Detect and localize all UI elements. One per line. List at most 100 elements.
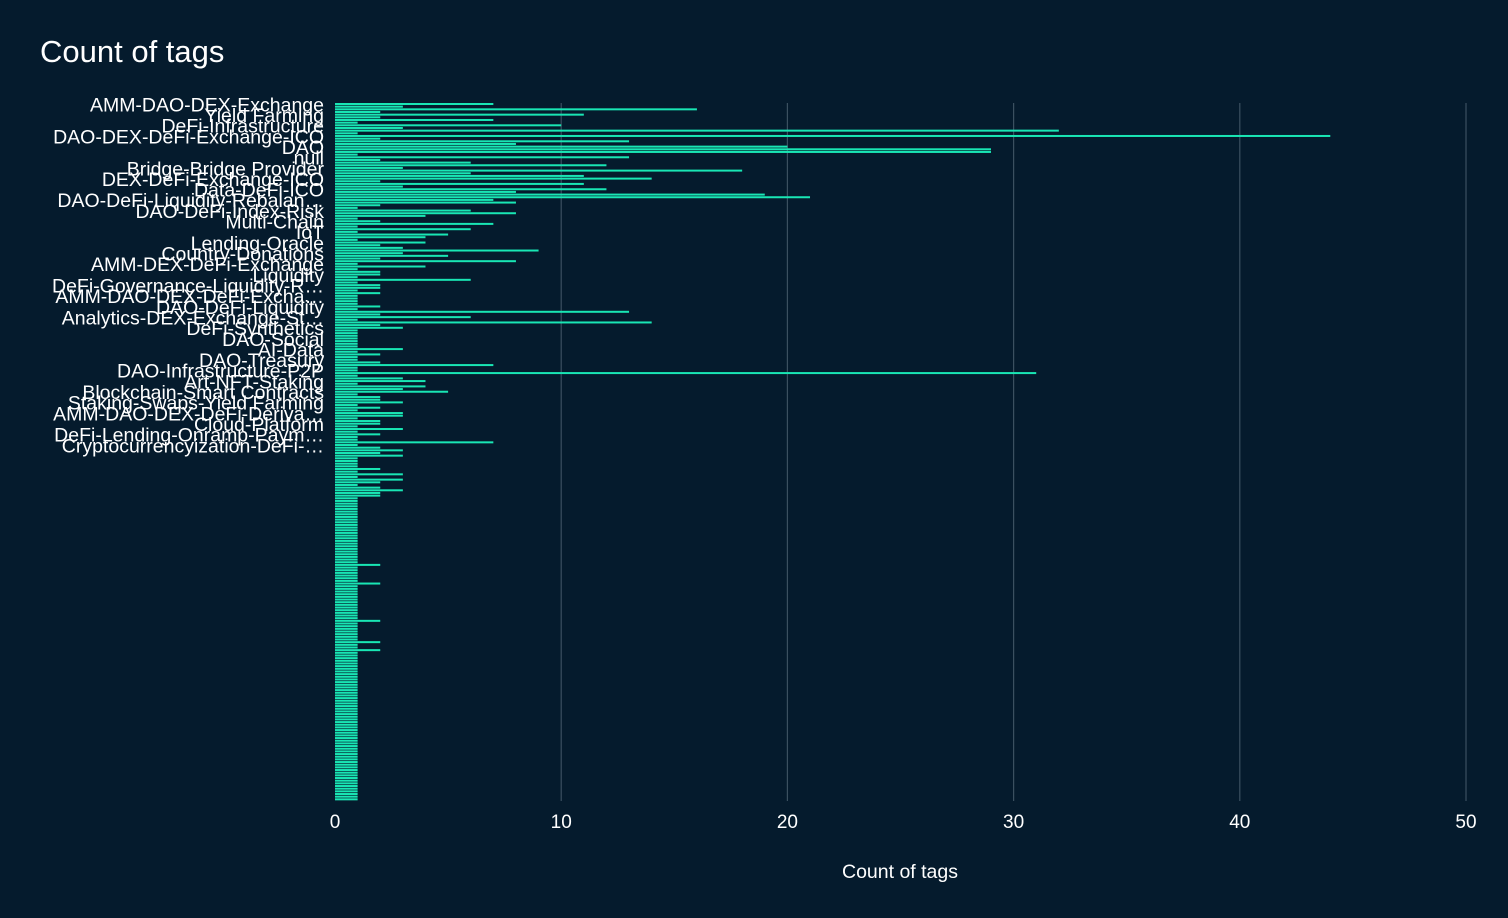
bar [335, 611, 358, 614]
bar [335, 425, 358, 428]
bar [335, 358, 358, 361]
bar [335, 417, 358, 420]
bar [335, 550, 358, 553]
bar [335, 185, 403, 188]
bar [335, 268, 358, 271]
bar [335, 531, 358, 534]
bar [335, 753, 358, 756]
bar [335, 587, 358, 590]
bar [335, 260, 516, 263]
bar [335, 513, 358, 516]
category-label: Analytics-DEX-Exchange-St… [62, 307, 324, 329]
bar [335, 150, 991, 153]
bar [335, 225, 358, 228]
bar [335, 539, 358, 542]
bar [335, 110, 381, 113]
category-label: DeFi-Infrastructure [161, 116, 324, 138]
bar [335, 193, 765, 196]
bar [335, 502, 358, 505]
bar [335, 438, 358, 441]
bar [335, 310, 630, 313]
category-label: AMM-DAO-DEX-DeFi-Deriva… [53, 403, 324, 425]
bar [335, 230, 358, 233]
bar [335, 190, 516, 193]
bar [335, 694, 358, 697]
x-tick-label: 40 [1229, 812, 1250, 833]
category-label: DAO [282, 137, 324, 159]
bar [335, 228, 471, 231]
bar [335, 561, 358, 564]
bar [335, 726, 358, 729]
bar [335, 462, 358, 465]
bar [335, 433, 381, 436]
bar [335, 180, 381, 183]
x-tick-label: 30 [1003, 812, 1024, 833]
bar [335, 475, 358, 478]
bar [335, 659, 358, 662]
category-label: DAO-DeFi-Liquidity [156, 297, 324, 319]
bar [335, 441, 494, 444]
bar [335, 465, 358, 468]
bar [335, 521, 358, 524]
bar [335, 124, 562, 127]
bar [335, 449, 403, 452]
bar [335, 686, 358, 689]
bar [335, 252, 403, 255]
bar [335, 777, 358, 780]
bar [335, 721, 358, 724]
bar [335, 662, 358, 665]
category-label: Blockchain-Smart Contracts [82, 382, 324, 404]
bar [335, 497, 358, 500]
bar [335, 657, 358, 660]
bar [335, 577, 358, 580]
bar [335, 691, 358, 694]
bar [335, 329, 358, 332]
x-tick-label: 20 [777, 812, 798, 833]
bar [335, 769, 358, 772]
bar [335, 289, 358, 292]
bar [335, 689, 358, 692]
bar [335, 779, 358, 782]
category-label: DAO-Infrastructure-P2P [117, 361, 324, 383]
bar [335, 302, 358, 305]
bar [335, 233, 449, 236]
bar [335, 771, 358, 774]
bar [335, 249, 539, 252]
bar [335, 553, 358, 556]
bar [335, 265, 426, 268]
bar [335, 635, 358, 638]
bar [335, 169, 743, 172]
bar [335, 321, 652, 324]
bar [335, 678, 358, 681]
bar [335, 422, 381, 425]
bar [335, 523, 358, 526]
bar [335, 545, 358, 548]
bar [335, 518, 358, 521]
category-label: null [294, 148, 324, 170]
bar [335, 313, 381, 316]
bar [335, 324, 381, 327]
bars [335, 103, 1331, 801]
bar [335, 217, 358, 220]
bar [335, 758, 358, 761]
bar [335, 254, 449, 257]
bar [335, 750, 358, 753]
bar [335, 622, 358, 625]
bar [335, 308, 358, 311]
x-tick-labels: 0 10 20 30 40 50 [330, 812, 1477, 833]
bar [335, 638, 358, 641]
category-label: Multi-Chain [225, 212, 324, 234]
category-label: DeFi-Governance-Liquidity-R… [52, 275, 324, 297]
bar [335, 126, 403, 129]
category-label: DAO-DeFi-Liquidity-Rebalan… [57, 190, 324, 212]
bar [335, 244, 381, 247]
bar [335, 630, 358, 633]
bar [335, 398, 381, 401]
bar [335, 153, 358, 156]
bar [335, 292, 381, 295]
bar [335, 617, 358, 620]
bar [335, 409, 358, 412]
bar [335, 140, 630, 143]
bar [335, 393, 358, 396]
